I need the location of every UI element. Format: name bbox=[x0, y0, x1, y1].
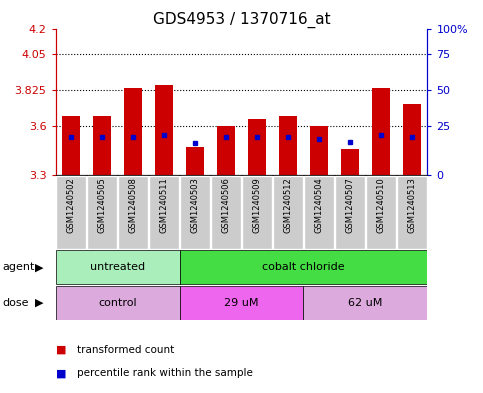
Text: GSM1240508: GSM1240508 bbox=[128, 177, 138, 233]
Text: ■: ■ bbox=[56, 368, 66, 378]
Text: cobalt chloride: cobalt chloride bbox=[262, 262, 345, 272]
Bar bbox=[403, 104, 421, 175]
Text: GSM1240511: GSM1240511 bbox=[159, 177, 169, 233]
Text: GSM1240512: GSM1240512 bbox=[284, 177, 293, 233]
FancyBboxPatch shape bbox=[304, 176, 334, 249]
Text: ■: ■ bbox=[56, 345, 66, 355]
FancyBboxPatch shape bbox=[335, 176, 365, 249]
Text: agent: agent bbox=[2, 262, 35, 272]
Text: ▶: ▶ bbox=[35, 298, 44, 308]
Text: dose: dose bbox=[2, 298, 29, 308]
FancyBboxPatch shape bbox=[303, 286, 427, 320]
Text: GSM1240505: GSM1240505 bbox=[98, 177, 107, 233]
FancyBboxPatch shape bbox=[56, 250, 180, 284]
Bar bbox=[372, 88, 390, 175]
Bar bbox=[155, 85, 173, 175]
FancyBboxPatch shape bbox=[56, 286, 180, 320]
FancyBboxPatch shape bbox=[118, 176, 148, 249]
Bar bbox=[93, 116, 112, 175]
FancyBboxPatch shape bbox=[211, 176, 241, 249]
Text: GSM1240509: GSM1240509 bbox=[253, 177, 261, 233]
Bar bbox=[279, 116, 297, 175]
Text: GSM1240507: GSM1240507 bbox=[345, 177, 355, 233]
Bar bbox=[341, 149, 359, 175]
Text: GSM1240504: GSM1240504 bbox=[314, 177, 324, 233]
Text: GSM1240510: GSM1240510 bbox=[376, 177, 385, 233]
Text: percentile rank within the sample: percentile rank within the sample bbox=[77, 368, 253, 378]
Bar bbox=[124, 88, 142, 175]
Text: GSM1240506: GSM1240506 bbox=[222, 177, 230, 233]
Text: ▶: ▶ bbox=[35, 262, 44, 272]
FancyBboxPatch shape bbox=[397, 176, 427, 249]
Bar bbox=[186, 147, 204, 175]
Text: untreated: untreated bbox=[90, 262, 145, 272]
FancyBboxPatch shape bbox=[242, 176, 272, 249]
Bar bbox=[248, 119, 266, 175]
Bar bbox=[62, 116, 80, 175]
FancyBboxPatch shape bbox=[87, 176, 117, 249]
Text: control: control bbox=[98, 298, 137, 308]
Title: GDS4953 / 1370716_at: GDS4953 / 1370716_at bbox=[153, 12, 330, 28]
Bar bbox=[310, 127, 328, 175]
FancyBboxPatch shape bbox=[273, 176, 303, 249]
FancyBboxPatch shape bbox=[180, 250, 427, 284]
FancyBboxPatch shape bbox=[366, 176, 396, 249]
FancyBboxPatch shape bbox=[180, 176, 210, 249]
Text: GSM1240502: GSM1240502 bbox=[67, 177, 75, 233]
Bar bbox=[217, 127, 235, 175]
Text: GSM1240513: GSM1240513 bbox=[408, 177, 416, 233]
FancyBboxPatch shape bbox=[149, 176, 179, 249]
Text: GSM1240503: GSM1240503 bbox=[190, 177, 199, 233]
FancyBboxPatch shape bbox=[56, 176, 86, 249]
FancyBboxPatch shape bbox=[180, 286, 303, 320]
Text: 29 uM: 29 uM bbox=[224, 298, 259, 308]
Text: 62 uM: 62 uM bbox=[348, 298, 383, 308]
Text: transformed count: transformed count bbox=[77, 345, 174, 355]
